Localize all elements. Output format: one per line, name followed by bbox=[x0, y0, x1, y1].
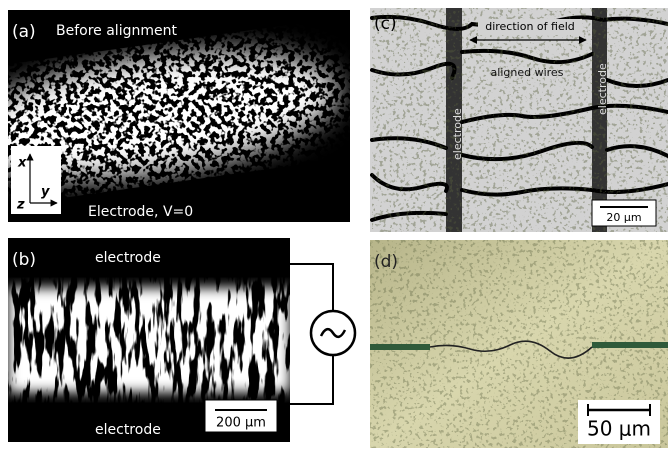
electrode-label: electrode bbox=[596, 63, 609, 115]
electrode-label: electrode bbox=[95, 250, 161, 266]
electrode bbox=[370, 344, 430, 350]
panel-label: (b) bbox=[12, 250, 36, 270]
axis-z: z bbox=[16, 198, 25, 213]
panel-c: (c) direction of field aligned wires ele… bbox=[370, 8, 668, 232]
caption: Electrode, V=0 bbox=[88, 204, 193, 220]
panel-a: (a) Before alignment x y z Electrode, V=… bbox=[8, 10, 350, 222]
panel-label: (a) bbox=[12, 22, 36, 42]
axis-y: y bbox=[41, 185, 50, 200]
panel-label: (d) bbox=[374, 252, 398, 272]
scale-label: 200 μm bbox=[216, 416, 266, 431]
electrode-label: electrode bbox=[451, 108, 464, 160]
scale-label: 20 μm bbox=[606, 211, 641, 224]
scale-label: 50 μm bbox=[587, 417, 651, 441]
figure: (a) Before alignment x y z Electrode, V=… bbox=[0, 0, 670, 450]
electrode bbox=[592, 342, 668, 348]
panel-b: (b) electrode electrode 200 μm bbox=[8, 238, 355, 442]
panel-label: (c) bbox=[374, 14, 397, 34]
axis-x: x bbox=[17, 156, 27, 171]
wires-label: aligned wires bbox=[491, 66, 564, 79]
electrode-label: electrode bbox=[95, 422, 161, 438]
arrow-label: direction of field bbox=[485, 20, 575, 33]
panel-title: Before alignment bbox=[56, 23, 177, 39]
panel-d: (d) 50 μm bbox=[370, 240, 668, 448]
debris bbox=[372, 8, 668, 232]
